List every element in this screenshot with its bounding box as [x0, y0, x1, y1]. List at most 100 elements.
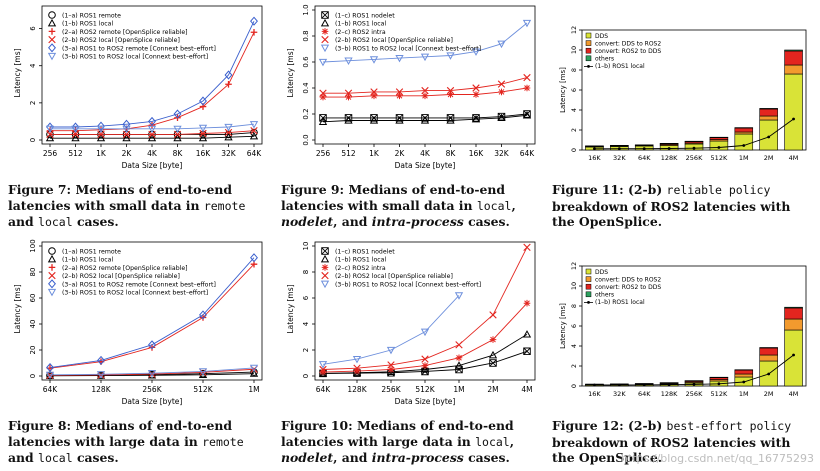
- legend-label: (1–c) ROS1 nodelet: [335, 13, 395, 20]
- data-point: [446, 86, 455, 95]
- series-group: [318, 292, 464, 369]
- bar-segment: [784, 307, 803, 320]
- legend-marker: [48, 43, 56, 53]
- legend: (1–a) ROS1 remote(1–b) ROS1 local(2–a) R…: [47, 247, 216, 297]
- x-tick-label: 32K: [494, 149, 510, 158]
- x-tick-label: 256K: [686, 154, 703, 162]
- x-tick-label: 1M: [739, 390, 749, 398]
- bar-segment: [784, 50, 803, 66]
- y-tick-label: 2: [29, 101, 37, 105]
- series-line: [50, 135, 255, 139]
- legend-label: (1–b) ROS1 local: [62, 257, 113, 264]
- data-point: [148, 340, 156, 350]
- caption-code: local: [38, 215, 73, 229]
- legend-swatch: [585, 291, 592, 298]
- series-group: [45, 121, 259, 134]
- caption-text: Medians of end-to-end latencies with lar…: [8, 418, 233, 449]
- legend-marker: [48, 264, 56, 271]
- data-point: [148, 130, 156, 139]
- series-line: [322, 22, 528, 63]
- data-point: [472, 91, 480, 98]
- caption-code: local: [476, 198, 512, 213]
- legend-marker: [587, 301, 590, 304]
- legend-label: (2–b) ROS2 local [OpenSplice reliable]: [335, 37, 453, 44]
- data-point: [122, 119, 131, 129]
- series-group: [45, 131, 259, 142]
- data-point: [224, 123, 233, 132]
- data-point: [199, 129, 207, 138]
- y-tick-label: 4: [570, 108, 578, 112]
- y-tick-label: 0.8: [302, 30, 310, 41]
- caption-code: reliable policy: [666, 183, 771, 197]
- data-point: [147, 370, 157, 378]
- bar-segment: [759, 347, 778, 356]
- legend-label: convert: DDS to ROS2: [595, 40, 661, 47]
- bar-segment: [759, 119, 778, 151]
- x-tick-label: 64K: [247, 149, 263, 158]
- data-point: [767, 135, 771, 139]
- data-point: [523, 243, 531, 251]
- caption-italic: intra-process: [371, 214, 464, 229]
- series-group: [319, 73, 531, 97]
- series-line: [50, 123, 255, 130]
- data-point: [249, 131, 259, 140]
- bar-segment: [759, 354, 778, 362]
- figure-10-chart: 0 2 4 6 8 10 64K 128K 256K 512K 1M 2M 4M Data Size [b…: [286, 242, 536, 406]
- y-tick-label: 12: [570, 262, 578, 270]
- bar-segment: [759, 347, 778, 349]
- legend-marker: [321, 35, 329, 44]
- data-point: [45, 125, 55, 134]
- data-point: [319, 365, 327, 374]
- legend-label: (3–b) ROS1 to ROS2 local [Connext best–e…: [335, 45, 481, 52]
- y-axis-label: Latency [ms]: [13, 48, 22, 97]
- legend-swatch: [585, 40, 592, 46]
- caption-text: Medians of end-to-end latencies with lar…: [281, 418, 514, 449]
- y-tick-label: 8: [570, 68, 578, 72]
- caption-code: best-effort policy: [666, 419, 792, 433]
- data-point: [792, 117, 795, 121]
- caption-code: local: [475, 434, 510, 449]
- data-point: [667, 147, 671, 150]
- y-axis-label: Latency [ms]: [559, 67, 567, 113]
- data-point: [353, 364, 361, 372]
- bar-segment: [734, 369, 754, 371]
- figure-9-caption: Figure 9: Medians of end-to-end latencie…: [281, 182, 543, 230]
- legend-swatch: [585, 276, 592, 282]
- caption-text: , and: [333, 450, 372, 465]
- bar-segment: [759, 108, 778, 110]
- legend-marker: [48, 271, 56, 280]
- bar-segment: [585, 145, 604, 147]
- legend-label: (1–c) ROS1 nodelet: [335, 249, 395, 256]
- y-tick-label: 6: [302, 295, 310, 300]
- x-tick-label: 16K: [588, 390, 601, 398]
- caption-text: and: [8, 214, 39, 229]
- bar-segment: [734, 131, 754, 135]
- legend-label: (3–b) ROS1 to ROS2 local [Connext best–e…: [335, 281, 481, 288]
- data-point: [370, 92, 378, 100]
- data-point: [420, 116, 430, 124]
- legend-label: DDS: [595, 269, 608, 276]
- x-tick-label: 512K: [711, 154, 728, 162]
- data-point: [471, 114, 481, 123]
- figure-12-panel: 0 2 4 6 8 10 12 Latency [ms] 16K 32K 64K 128K 256K 51…: [548, 236, 820, 408]
- data-point: [642, 147, 646, 151]
- legend-label: (1–a) ROS1 remote: [62, 249, 121, 256]
- y-tick-label: 12: [570, 26, 578, 34]
- series-line: [49, 367, 255, 376]
- bar-segment: [709, 136, 729, 138]
- data-point: [523, 73, 531, 82]
- series-line: [50, 20, 255, 128]
- y-tick-label: 2: [570, 364, 578, 368]
- bar-segment: [784, 306, 803, 309]
- x-axis-label: Data Size [byte]: [395, 161, 456, 170]
- data-point: [447, 91, 454, 98]
- bar-segment: [734, 127, 754, 129]
- y-tick-label: 6: [570, 88, 578, 92]
- x-tick-label: 1M: [248, 385, 259, 394]
- data-point: [352, 355, 362, 364]
- x-tick-label: 512: [341, 149, 356, 158]
- data-point: [224, 128, 233, 137]
- data-point: [446, 116, 455, 124]
- legend-marker: [47, 254, 57, 263]
- data-point: [250, 128, 258, 137]
